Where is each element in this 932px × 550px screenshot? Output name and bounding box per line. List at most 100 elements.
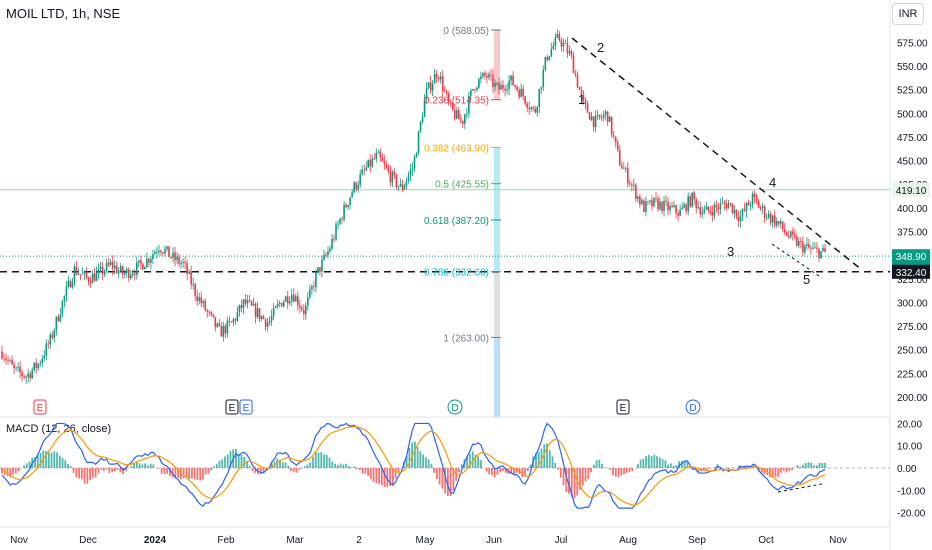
candle-body: [248, 300, 251, 302]
candle-body: [299, 305, 301, 308]
macd-histogram-bar: [813, 465, 815, 468]
candle-body: [693, 192, 696, 200]
macd-histogram-bar: [581, 468, 584, 486]
fib-level-label: 0.5 (425.55): [435, 180, 489, 191]
candle-body: [701, 212, 704, 215]
macd-histogram-bar: [210, 468, 213, 471]
macd-histogram-bar: [603, 467, 606, 468]
candle-body: [415, 153, 418, 158]
fib-level-label: 0.618 (387.20): [424, 216, 489, 227]
candle-body: [455, 110, 458, 119]
fib-level-label: 1 (263.00): [443, 333, 489, 344]
price-axis: 200.00225.00250.00275.00300.00325.00350.…: [897, 38, 928, 404]
macd-histogram-bar: [664, 460, 667, 468]
descending-trendline[interactable]: [571, 37, 863, 271]
candle-body: [773, 215, 776, 226]
candle-body: [470, 90, 472, 96]
candle-body: [190, 271, 192, 285]
macd-histogram-bar: [791, 468, 793, 471]
candle-body: [562, 43, 565, 47]
time-tick-label: Nov: [829, 535, 847, 546]
macd-histogram-bar: [298, 468, 301, 470]
macd-histogram-bar: [331, 461, 334, 468]
macd-histogram-bar: [328, 457, 331, 468]
candle-body: [435, 73, 438, 78]
candle-body: [787, 235, 790, 238]
time-tick-label: Jun: [486, 535, 502, 546]
candle-body: [544, 56, 547, 70]
candle-body: [47, 343, 50, 345]
macd-histogram-bar: [804, 463, 807, 468]
macd-histogram-bar: [807, 462, 810, 468]
time-tick-label: Nov: [10, 535, 28, 546]
macd-histogram-bar: [631, 468, 634, 472]
candle-body: [142, 263, 144, 270]
candle-body: [220, 325, 223, 337]
candle-body: [657, 198, 659, 210]
candle-body: [725, 204, 728, 209]
macd-histogram-bar: [623, 468, 625, 475]
candle-body: [556, 33, 559, 38]
currency-button[interactable]: INR: [892, 3, 924, 25]
macd-histogram-bar: [587, 468, 590, 479]
candle-body: [514, 85, 516, 87]
candle-body: [250, 301, 253, 306]
macd-histogram-bar: [485, 468, 488, 472]
time-tick-label: Sep: [688, 535, 706, 546]
macd-histogram-bar: [235, 448, 237, 468]
macd-histogram-bar: [342, 464, 345, 468]
candle-body: [502, 84, 504, 89]
candle-body: [15, 367, 17, 369]
candle-body: [647, 201, 649, 203]
candle-body: [371, 158, 374, 167]
macd-histogram-bar: [625, 468, 628, 473]
macd-histogram-bar: [133, 463, 136, 468]
macd-histogram-bar: [369, 468, 372, 480]
candle-body: [548, 56, 551, 60]
macd-histogram-bar: [262, 468, 265, 474]
macd-histogram-bar: [12, 468, 14, 475]
candle-body: [639, 196, 641, 205]
candle-body: [727, 203, 730, 209]
candle-body: [59, 314, 62, 322]
candle-body: [240, 304, 243, 309]
macd-histogram-bar: [810, 462, 813, 468]
elliott-label: 1: [578, 92, 585, 107]
macd-histogram-bar: [598, 459, 601, 468]
candle-body: [789, 231, 792, 238]
macd-histogram-bar: [496, 468, 499, 475]
macd-histogram-bar: [295, 468, 298, 473]
fib-level-label: 0 (588.05): [443, 26, 489, 37]
candle-body: [558, 33, 561, 41]
candle-body: [439, 76, 442, 80]
candle-body: [121, 266, 124, 275]
candle-body: [156, 252, 158, 253]
macd-histogram-bar: [609, 468, 612, 471]
candle-body: [313, 286, 315, 288]
candle-body: [614, 136, 617, 143]
candle-body: [697, 207, 700, 209]
wedge-lower-line[interactable]: [771, 243, 823, 279]
candle-body: [343, 204, 345, 220]
candle-body: [781, 221, 784, 230]
candle-body: [624, 167, 627, 169]
candle-body: [93, 273, 96, 281]
price-tick-label: 250.00: [897, 346, 928, 357]
candle-body: [286, 296, 289, 304]
macd-histogram-bar: [237, 454, 240, 468]
candle-body: [671, 205, 673, 207]
candle-body: [629, 183, 631, 185]
earnings-marker: [616, 399, 630, 415]
candle-body: [606, 111, 609, 122]
candle-body: [709, 210, 712, 213]
macd-histogram-bar: [290, 468, 292, 471]
candle-body: [429, 82, 432, 91]
macd-axis: 20.00 10.00 0.00 -10.00 -20.00: [897, 419, 926, 519]
macd-histogram-bar: [722, 468, 725, 470]
candle-body: [814, 247, 816, 249]
candle-body: [403, 185, 406, 190]
candle-body: [534, 108, 537, 113]
candle-body: [136, 262, 138, 276]
macd-histogram-bar: [802, 464, 804, 468]
